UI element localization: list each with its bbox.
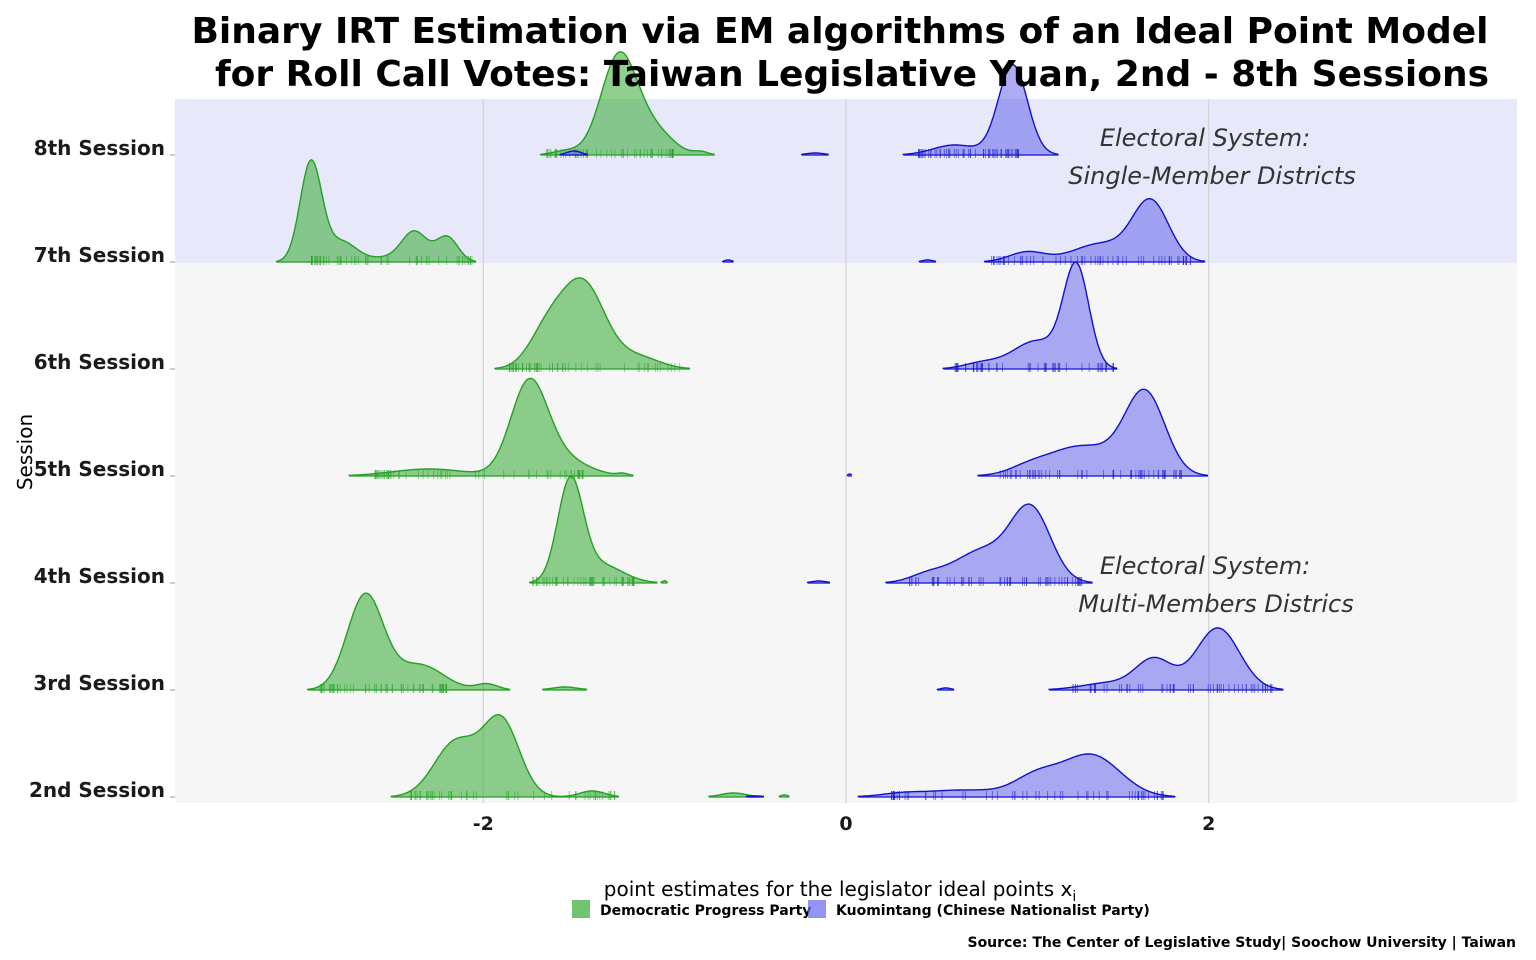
density-outline (722, 259, 734, 263)
ridge-6th-session-dpp (494, 277, 691, 372)
density-outline (918, 259, 937, 263)
density-outline (542, 686, 587, 690)
ridge-4th-session-dpp (529, 475, 668, 586)
y-tick-label: 8th Session (34, 136, 165, 160)
x-tick-label: -2 (473, 813, 494, 835)
y-tick-label: 5th Session (34, 457, 165, 481)
density-area (903, 64, 1059, 155)
y-tick-label: 7th Session (34, 243, 165, 267)
region-label-2-line-1: Electoral System: (1100, 552, 1310, 580)
density-area (943, 262, 1118, 369)
density-outline (559, 150, 588, 155)
density-outline (801, 152, 829, 155)
ridge-7th-session-kmt (722, 198, 1206, 265)
density-area (984, 198, 1206, 262)
density-outline (983, 198, 1206, 263)
y-axis-label: Session (13, 414, 37, 490)
density-outline (846, 473, 853, 476)
ridge-5th-session-kmt (846, 388, 1209, 479)
legend-label-kmt: Kuomintang (Chinese Nationalist Party) (836, 903, 1150, 919)
region-label-1-line-2: Single-Member Districts (1068, 162, 1356, 190)
density-outline (977, 388, 1209, 477)
y-tick-label: 4th Session (34, 564, 165, 588)
density-area (391, 714, 619, 797)
density-outline (660, 579, 668, 583)
x-axis-label: point estimates for the legislator ideal… (604, 877, 1076, 905)
x-tick-label: 2 (1202, 813, 1215, 835)
density-area (858, 753, 1176, 797)
density-area (708, 793, 759, 797)
ridge-3rd-session-dpp (307, 592, 588, 693)
x-tick-label: 0 (839, 813, 852, 835)
density-outline (806, 580, 831, 584)
density-area (1049, 627, 1284, 690)
ridge-2nd-session-kmt (745, 753, 1176, 800)
density-outline (778, 794, 790, 797)
ridge-3rd-session-kmt (936, 627, 1284, 693)
legend-swatch-dpp (572, 900, 590, 918)
density-area (349, 378, 634, 476)
x-axis-ticks: -2 0 2 (473, 813, 1216, 835)
density-outline (494, 277, 691, 370)
legend-swatch-kmt (808, 900, 826, 918)
source-note: Source: The Center of Legislative Study|… (967, 935, 1516, 951)
x-axis-label-subscript: i (1072, 889, 1076, 905)
density-outline (1048, 627, 1284, 691)
density-outline (390, 714, 619, 798)
legend-label-dpp: Democratic Progress Party (600, 903, 811, 919)
chart-title-line-1: Binary IRT Estimation via EM algorithms … (191, 11, 1488, 52)
density-outline (885, 503, 1093, 584)
density-outline (529, 475, 658, 584)
density-area (560, 151, 588, 155)
density-outline (857, 753, 1176, 798)
density-outline (348, 377, 634, 477)
density-area (978, 389, 1208, 476)
density-area (494, 277, 690, 369)
density-area (542, 687, 587, 690)
ridge-6th-session-kmt (942, 261, 1118, 372)
ridge-5th-session-dpp (348, 377, 634, 479)
density-area (885, 504, 1093, 583)
density-outline (936, 687, 955, 691)
density-outline (539, 51, 715, 156)
density-outline (745, 795, 765, 798)
density-ridges (275, 51, 1284, 800)
density-area (276, 159, 476, 262)
ridge-2nd-session-dpp (390, 714, 790, 800)
ridge-4th-session-kmt (806, 503, 1093, 586)
y-tick-label: 3rd Session (33, 671, 165, 695)
density-outline (307, 592, 511, 691)
x-axis-label-main: point estimates for the legislator ideal… (604, 877, 1073, 901)
region-annotations: Electoral System: Single-Member Districts… (1068, 124, 1356, 618)
density-outline (942, 261, 1118, 370)
legend: Democratic Progress Party Kuomintang (Chi… (572, 900, 1150, 919)
region-label-1-line-1: Electoral System: (1100, 124, 1310, 152)
y-tick-label: 2nd Session (29, 778, 165, 802)
density-outline (708, 792, 759, 798)
ridge-8th-session-kmt (559, 63, 1059, 158)
ridge-7th-session-dpp (275, 159, 477, 265)
density-area (540, 51, 715, 155)
y-tick-label: 6th Session (34, 350, 165, 374)
y-axis-ticks: 2nd Session 3rd Session 4th Session 5th Ses… (29, 136, 175, 802)
density-outline (275, 159, 477, 262)
region-label-2-line-2: Multi-Members Districs (1078, 590, 1353, 618)
chart-title-line-2: for Roll Call Votes: Taiwan Legislative … (215, 54, 1489, 95)
density-area (307, 593, 511, 690)
